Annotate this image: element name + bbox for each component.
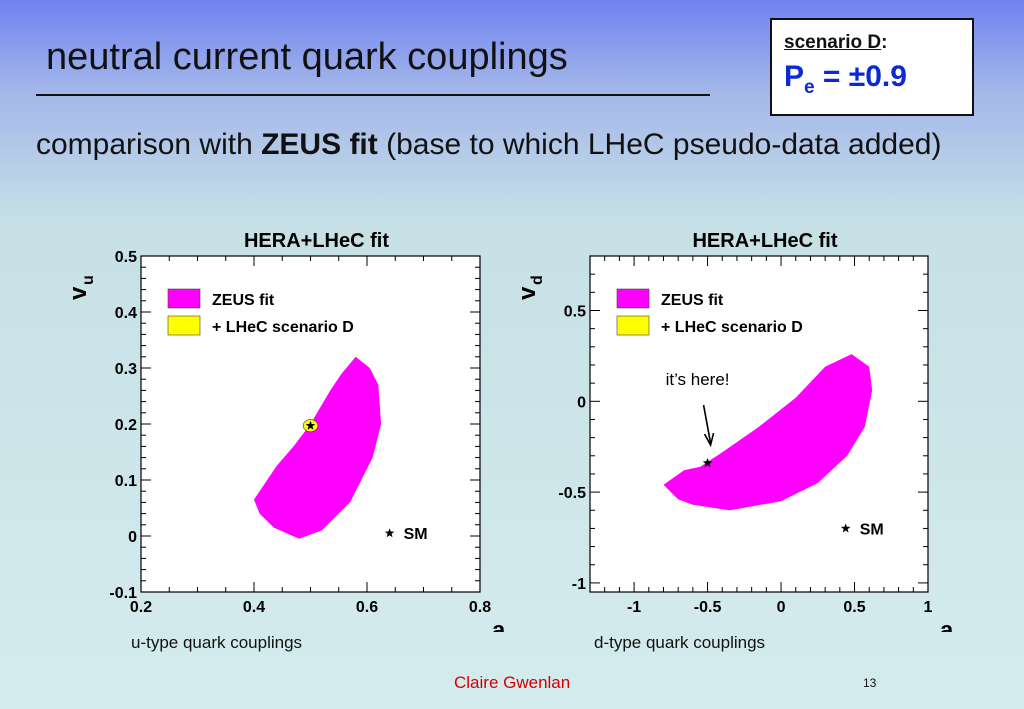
sm-point-marker (305, 420, 316, 430)
legend-swatch-lhec (167, 315, 201, 336)
scenario-label-text: scenario D (784, 32, 882, 53)
x-axis-label-subscript: d (955, 631, 958, 632)
x-tick-label: 0.4 (243, 599, 265, 616)
x-axis-label: a (940, 617, 954, 632)
scenario-value-number: = ±0.9 (814, 60, 907, 93)
legend-swatch-zeus (616, 288, 650, 309)
x-tick-label: 1 (924, 599, 933, 616)
y-tick-label: 0.2 (115, 417, 137, 434)
legend-swatch-zeus (167, 288, 201, 309)
scenario-box: scenario D: Pe = ±0.9 (770, 18, 974, 116)
y-tick-label: -0.1 (109, 585, 137, 602)
annotation-arrow-shaft (702, 404, 712, 444)
legend-label-lhec: + LHeC scenario D (661, 319, 803, 336)
sm-legend-star (840, 523, 851, 533)
x-tick-label: -0.5 (694, 599, 722, 616)
x-tick-label: -1 (627, 599, 641, 616)
chart-title: HERA+LHeC fit (244, 230, 389, 252)
y-tick-label: 0.5 (115, 249, 137, 266)
x-axis-label: a (492, 617, 506, 632)
body-text-rest: (base to which LHeC pseudo-data added) (377, 128, 942, 161)
sm-legend-label: SM (404, 526, 428, 543)
legend-label-lhec: + LHeC scenario D (212, 319, 354, 336)
x-tick-label: 0.6 (356, 599, 378, 616)
x-tick-label: 0.2 (130, 599, 152, 616)
body-text: comparison with ZEUS fit (base to which … (36, 118, 996, 172)
sm-point-marker (702, 458, 713, 468)
page-number: 13 (863, 676, 877, 690)
body-text-bold: ZEUS fit (261, 128, 378, 161)
plot-area (590, 256, 928, 592)
legend-swatch-lhec (616, 315, 650, 336)
slide-title: neutral current quark couplings (46, 36, 568, 78)
y-tick-label: 0.3 (115, 361, 137, 378)
y-tick-label: -1 (572, 576, 586, 593)
annotation-arrow-head (703, 432, 715, 448)
y-tick-label: 0.1 (115, 473, 137, 490)
zeus-fit-region (254, 356, 382, 539)
zeus-fit-region (663, 354, 873, 511)
scenario-label-colon: : (881, 32, 888, 53)
scenario-label: scenario D: (784, 32, 887, 54)
sm-legend-star (384, 528, 395, 538)
y-axis-label-group: vd (514, 275, 546, 300)
scenario-value: Pe = ±0.9 (784, 60, 907, 99)
y-axis-label-group: vu (65, 275, 97, 300)
annotation-text: it’s here! (666, 370, 730, 389)
caption-u-type: u-type quark couplings (131, 633, 303, 652)
x-tick-label: 0.8 (469, 599, 491, 616)
plot-u-type: 0.2 0.4 0.6 0.8 -0.1 0 0.1 0.2 0.3 0.4 0.5 HERA+LHe… (62, 222, 517, 648)
scenario-value-symbol: P (784, 60, 805, 93)
sm-legend-label: SM (860, 521, 884, 538)
body-text-intro: comparison with (36, 128, 262, 161)
y-tick-label: 0.4 (115, 305, 137, 322)
plot-frame (589, 255, 929, 593)
y-tick-label: 0.5 (564, 303, 586, 320)
caption-d-type: d-type quark couplings (594, 633, 766, 652)
legend-label-zeus: ZEUS fit (661, 292, 724, 309)
chart-svg: 0.2 0.4 0.6 0.8 -0.1 0 0.1 0.2 0.3 0.4 0.5 HERA+LHe… (65, 230, 517, 648)
chart-title: HERA+LHeC fit (692, 230, 837, 252)
legend-label-zeus: ZEUS fit (212, 292, 275, 309)
y-axis-label-subscript: d (529, 275, 546, 285)
y-tick-label: -0.5 (558, 485, 586, 502)
title-underline (36, 94, 710, 96)
y-tick-label: 0 (577, 394, 586, 411)
x-tick-label: 0.5 (843, 599, 865, 616)
y-axis-label: v (65, 286, 92, 300)
y-tick-label: 0 (128, 529, 137, 546)
scenario-value-subscript: e (804, 77, 815, 98)
y-axis-label: v (514, 286, 541, 300)
x-tick-label: 0 (777, 599, 786, 616)
author-name: Claire Gwenlan (454, 673, 571, 692)
y-axis-label-subscript: u (80, 275, 97, 285)
